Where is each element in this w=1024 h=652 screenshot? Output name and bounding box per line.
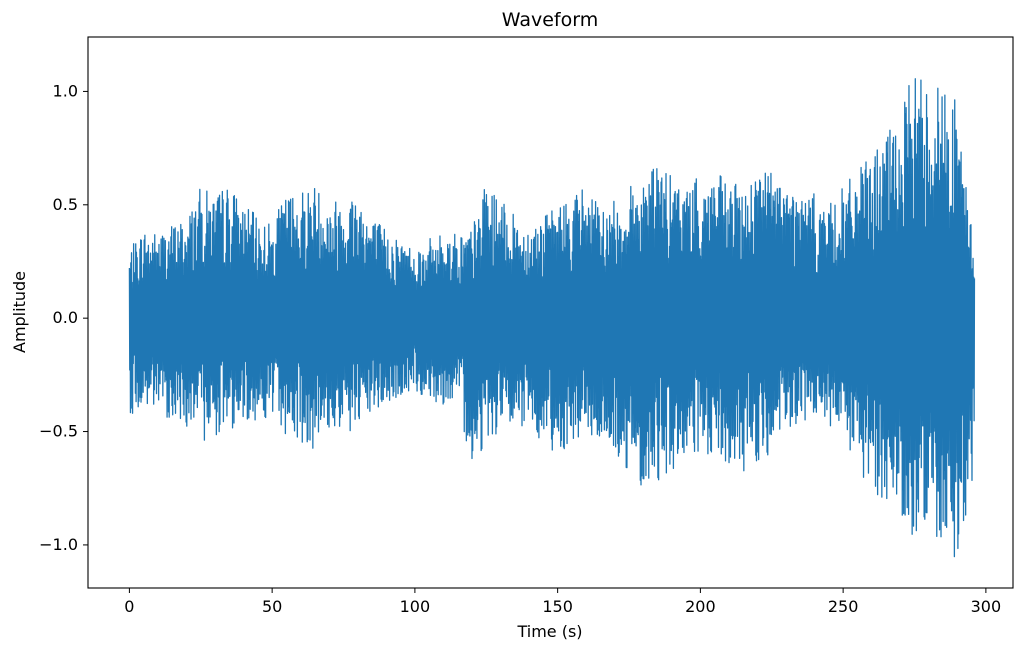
x-tick-label: 0 — [124, 597, 134, 616]
x-tick-label: 250 — [828, 597, 859, 616]
y-tick-label: 1.0 — [53, 81, 78, 100]
y-tick-label: 0.0 — [53, 308, 78, 327]
y-axis: −1.0 −0.5 0.0 0.5 1.0 — [39, 81, 88, 554]
x-axis-label: Time (s) — [516, 622, 582, 641]
plot-area — [128, 78, 976, 558]
x-tick-label: 150 — [542, 597, 573, 616]
x-tick-label: 200 — [685, 597, 716, 616]
chart-title: Waveform — [502, 9, 598, 31]
x-tick-label: 100 — [400, 597, 431, 616]
waveform-line — [128, 78, 976, 558]
x-axis: 0 50 100 150 200 250 300 — [124, 588, 1001, 616]
x-tick-label: 300 — [971, 597, 1002, 616]
y-axis-label: Amplitude — [10, 271, 29, 353]
y-tick-label: −0.5 — [39, 422, 78, 441]
y-tick-label: −1.0 — [39, 535, 78, 554]
y-tick-label: 0.5 — [53, 195, 78, 214]
plot-frame — [87, 36, 1014, 589]
x-tick-label: 50 — [262, 597, 282, 616]
